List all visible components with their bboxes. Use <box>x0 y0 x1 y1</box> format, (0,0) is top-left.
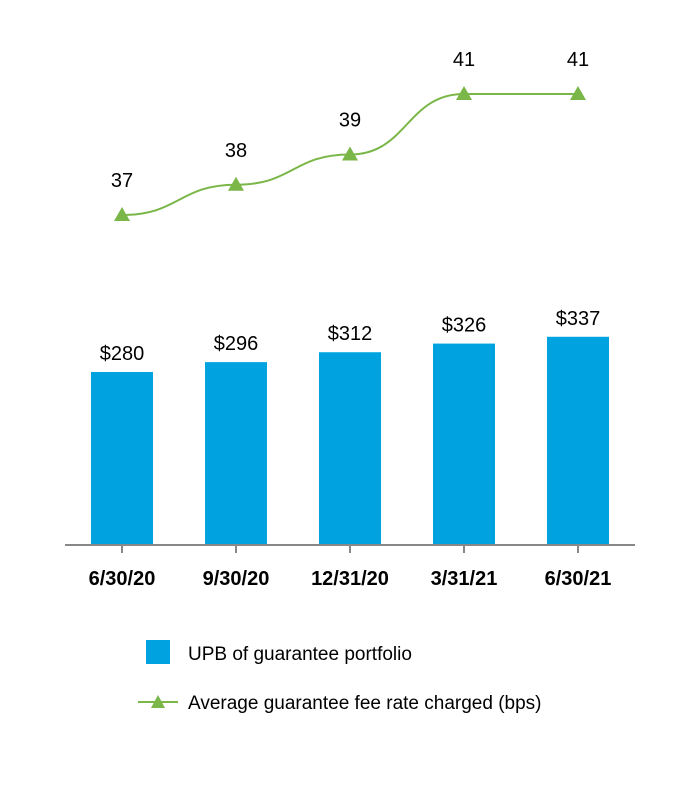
bar-value-label-3: $312 <box>328 323 373 345</box>
bar-value-label-5: $337 <box>556 308 601 330</box>
bar-5 <box>547 336 609 545</box>
line-marker-2 <box>228 176 244 191</box>
line-value-label-4: 41 <box>453 49 475 71</box>
line-value-labels: 37 38 39 41 41 <box>111 49 589 192</box>
bar-value-label-2: $296 <box>214 333 259 355</box>
legend-bar-label: UPB of guarantee portfolio <box>188 644 412 665</box>
legend: UPB of guarantee portfolio Average guara… <box>138 640 542 714</box>
bar-value-labels: $280 $296 $312 $326 $337 <box>100 308 601 365</box>
x-tick-label-1: 6/30/20 <box>89 568 156 590</box>
line-marker-5 <box>570 86 586 100</box>
legend-triangle-marker <box>151 695 165 708</box>
line-series <box>114 86 586 221</box>
line-value-label-3: 39 <box>339 110 361 132</box>
line-value-label-2: 38 <box>225 140 247 162</box>
x-tick-label-5: 6/30/21 <box>545 568 612 590</box>
bar-value-label-4: $326 <box>442 315 487 337</box>
line-marker-3 <box>342 146 358 161</box>
bar-1 <box>91 372 153 545</box>
line-value-label-5: 41 <box>567 49 589 71</box>
x-axis <box>65 544 635 553</box>
bar-value-label-1: $280 <box>100 343 145 365</box>
bar-3 <box>319 352 381 545</box>
x-tick-label-2: 9/30/20 <box>203 568 270 590</box>
line-marker-1 <box>114 207 130 221</box>
x-tick-label-4: 3/31/21 <box>431 568 498 590</box>
legend-bar-swatch <box>146 640 170 664</box>
x-tick-label-3: 12/31/20 <box>311 568 389 590</box>
legend-line-label: Average guarantee fee rate charged (bps) <box>188 693 542 714</box>
line-value-label-1: 37 <box>111 170 133 192</box>
bar-2 <box>205 362 267 545</box>
line-marker-4 <box>456 86 472 100</box>
bar-4 <box>433 343 495 545</box>
bar-series <box>91 336 609 545</box>
x-tick-labels: 6/30/20 9/30/20 12/31/20 3/31/21 6/30/21 <box>89 568 612 590</box>
